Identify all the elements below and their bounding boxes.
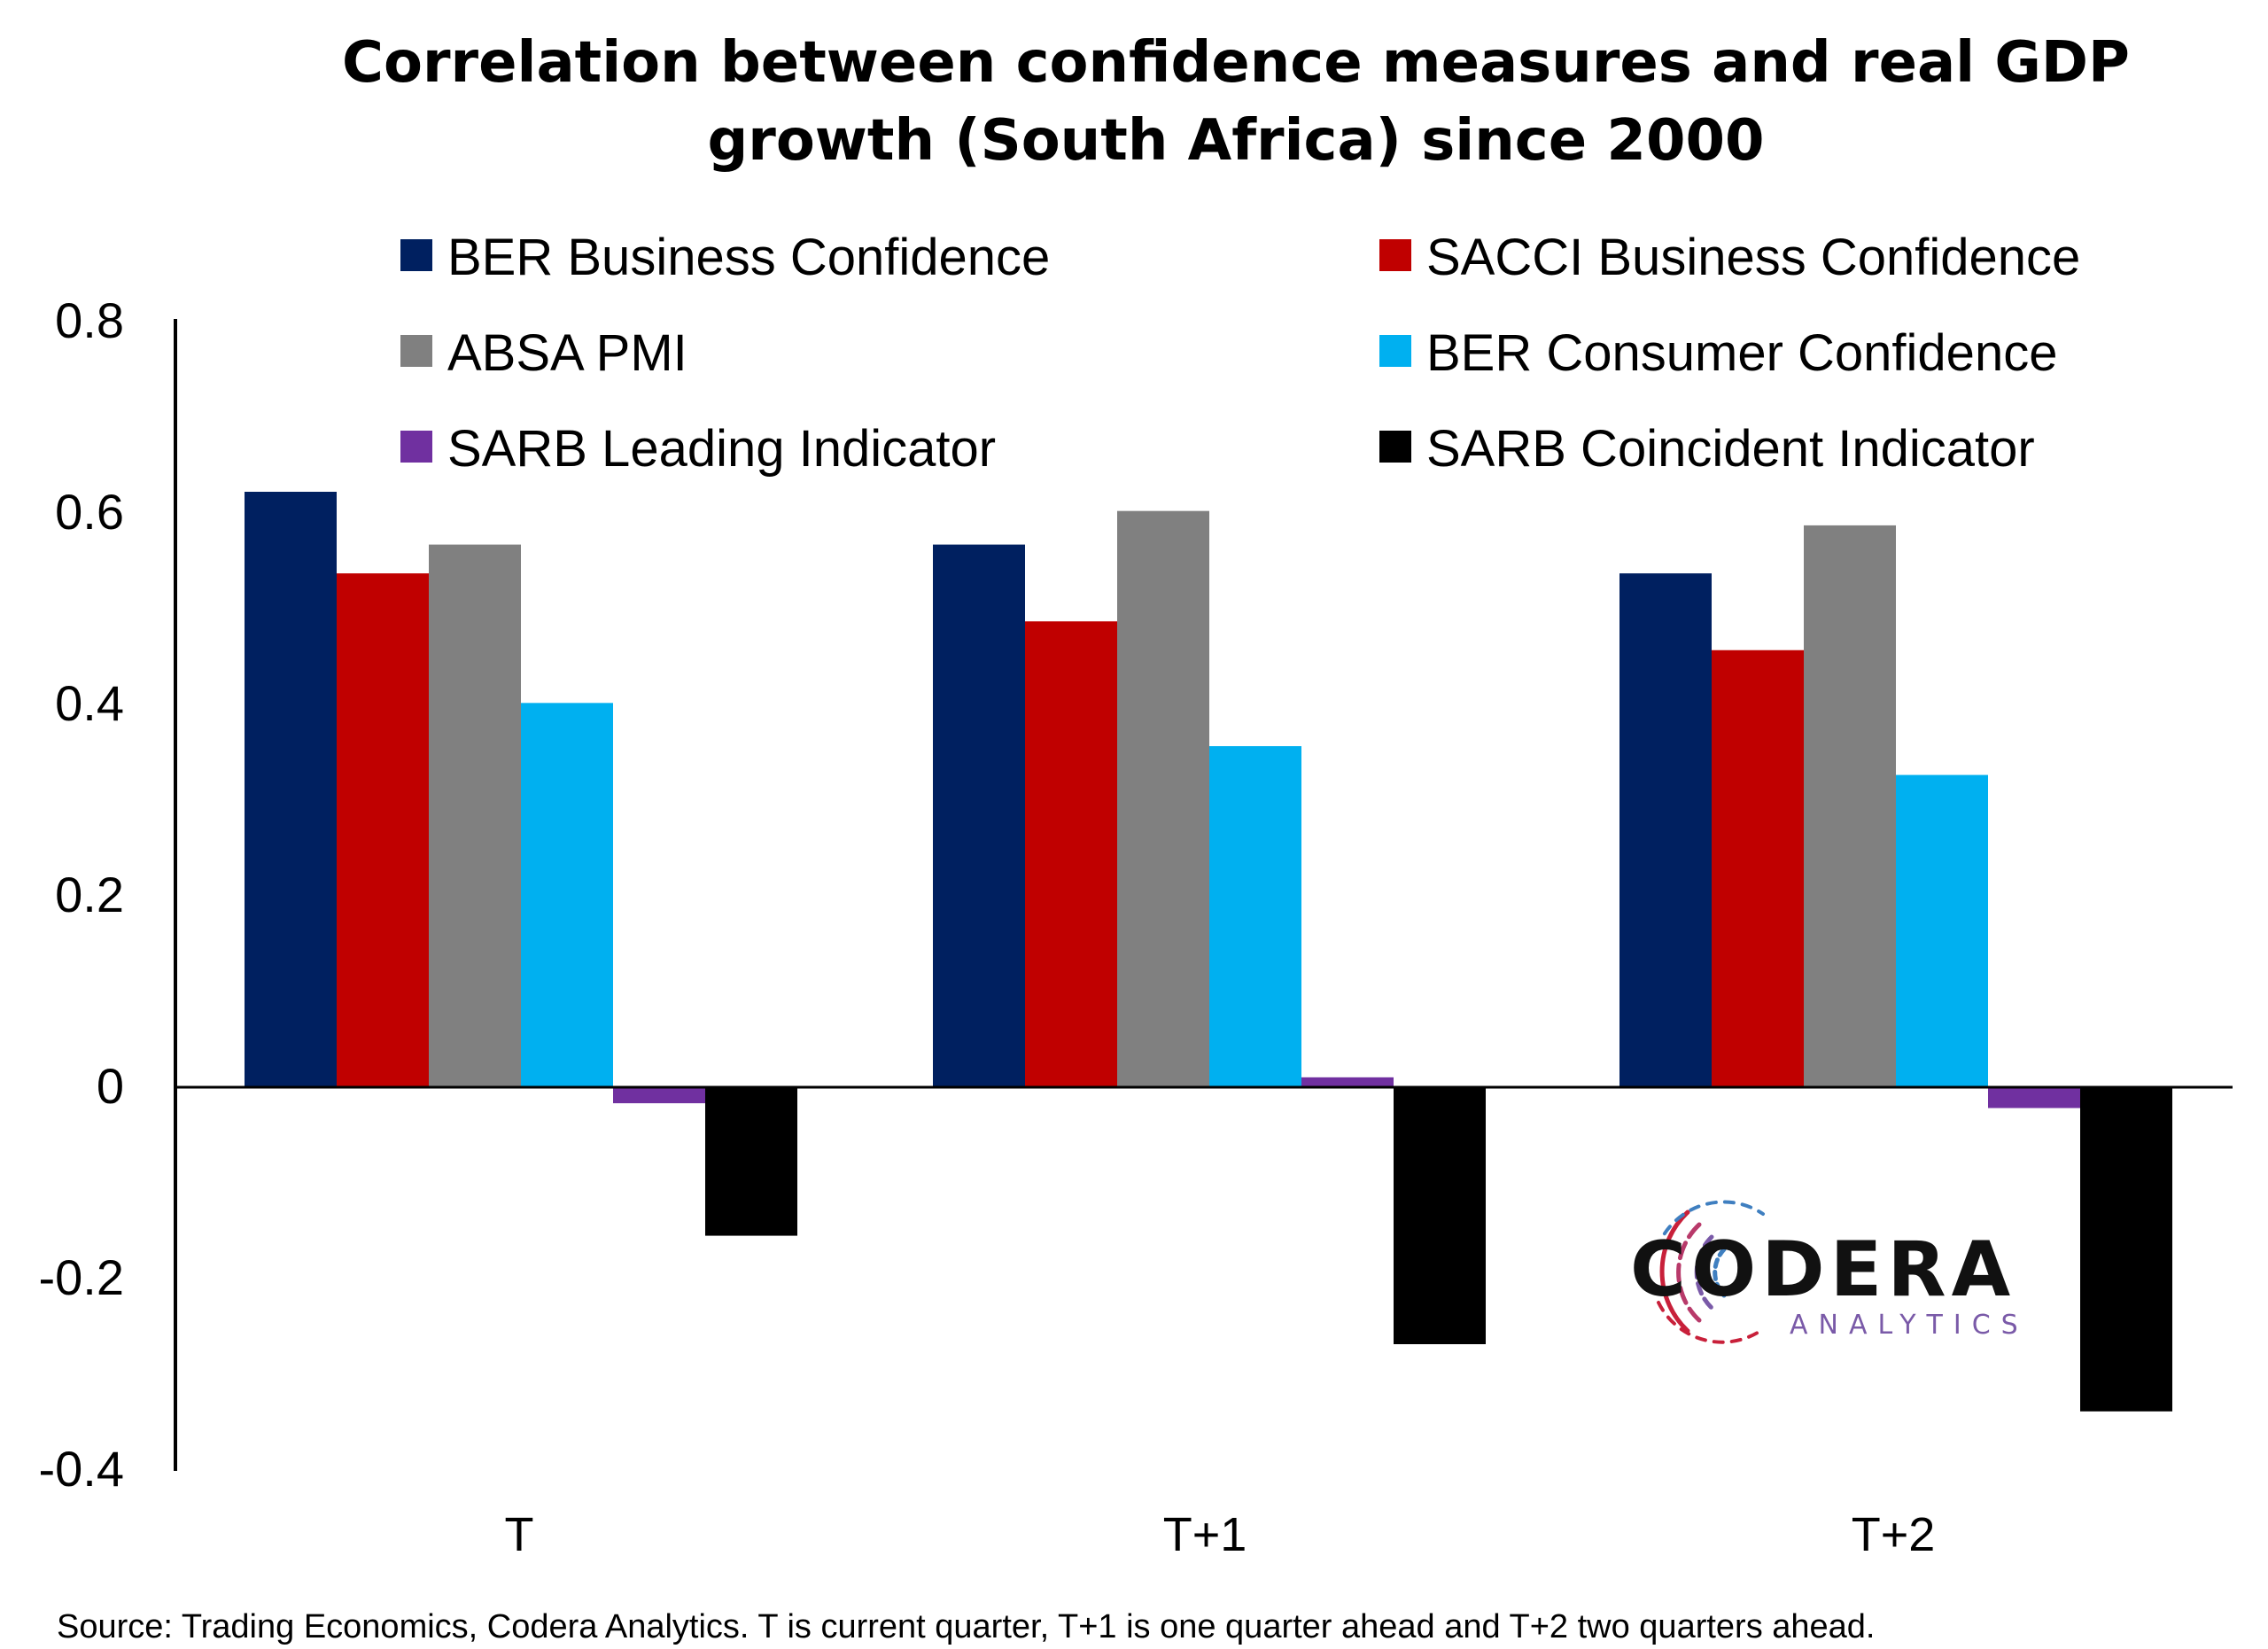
bar-ber-consumer-confidence-tplus1 (1209, 746, 1301, 1087)
logo-wordmark: CODERA (1630, 1225, 2016, 1314)
bar-sarb-coincident-indicator-tplus2 (2080, 1086, 2172, 1412)
bar-ber-business-confidence-t (245, 492, 337, 1087)
legend-swatch-ber-business (400, 239, 432, 271)
source-note: Source: Trading Economics, Codera Analyt… (57, 1608, 1875, 1645)
bar-sacci-business-confidence-tplus1 (1025, 621, 1117, 1087)
x-category-label-t: T (505, 1508, 534, 1561)
bar-ber-consumer-confidence-tplus2 (1896, 774, 1988, 1087)
legend-label-sarb-coincident: SARB Coincident Indicator (1426, 420, 2035, 478)
legend-label-ber-business: BER Business Confidence (447, 229, 1050, 286)
chart-title-line-1: Correlation between confidence measures … (342, 30, 2130, 96)
bar-ber-business-confidence-tplus2 (1619, 573, 1712, 1087)
y-tick-label: 0.4 (55, 675, 124, 731)
x-axis-labels: T T+1 T+2 (505, 1508, 1936, 1561)
bar-absa-pmi-tplus1 (1117, 510, 1209, 1087)
logo-arc-icon (1655, 1200, 1765, 1344)
legend-label-ber-consumer: BER Consumer Confidence (1426, 324, 2057, 382)
legend-swatch-sarb-coincident (1379, 431, 1411, 463)
y-tick-label: 0.6 (55, 484, 124, 540)
legend: BER Business Confidence SACCI Business C… (400, 229, 2080, 478)
y-tick-label: 0 (97, 1058, 124, 1114)
bar-sacci-business-confidence-tplus2 (1712, 649, 1804, 1087)
legend-swatch-absa-pmi (400, 335, 432, 367)
bars (245, 492, 2172, 1412)
y-tick-label: -0.4 (39, 1441, 125, 1497)
bar-sarb-leading-indicator-tplus1 (1301, 1077, 1394, 1087)
bar-sacci-business-confidence-t (337, 573, 429, 1087)
y-tick-label: -0.2 (39, 1249, 125, 1305)
y-axis-ticks: 0.8 0.6 0.4 0.2 0 -0.2 -0.4 (39, 292, 125, 1497)
bar-sarb-leading-indicator-t (613, 1086, 705, 1104)
legend-swatch-sacci-business (1379, 239, 1411, 271)
legend-label-absa-pmi: ABSA PMI (447, 324, 687, 382)
bar-sarb-coincident-indicator-tplus1 (1394, 1086, 1486, 1344)
legend-label-sarb-leading: SARB Leading Indicator (447, 420, 996, 478)
bar-sarb-coincident-indicator-t (705, 1086, 797, 1236)
legend-swatch-sarb-leading (400, 431, 432, 463)
legend-swatch-ber-consumer (1379, 335, 1411, 367)
bar-ber-business-confidence-tplus1 (933, 544, 1025, 1087)
codera-logo: CODERA ANALYTICS (1630, 1200, 2029, 1344)
bar-sarb-leading-indicator-tplus2 (1988, 1086, 2080, 1108)
bar-absa-pmi-t (429, 544, 521, 1087)
y-tick-label: 0.2 (55, 867, 124, 922)
bar-ber-consumer-confidence-t (521, 703, 613, 1087)
x-category-label-t1: T+1 (1163, 1508, 1247, 1561)
logo-tagline: ANALYTICS (1790, 1310, 2029, 1341)
x-category-label-t2: T+2 (1852, 1508, 1936, 1561)
y-tick-label: 0.8 (55, 292, 124, 348)
bar-absa-pmi-tplus2 (1804, 525, 1896, 1087)
legend-label-sacci-business: SACCI Business Confidence (1426, 229, 2080, 286)
chart-title-line-2: growth (South Africa) since 2000 (707, 108, 1764, 174)
